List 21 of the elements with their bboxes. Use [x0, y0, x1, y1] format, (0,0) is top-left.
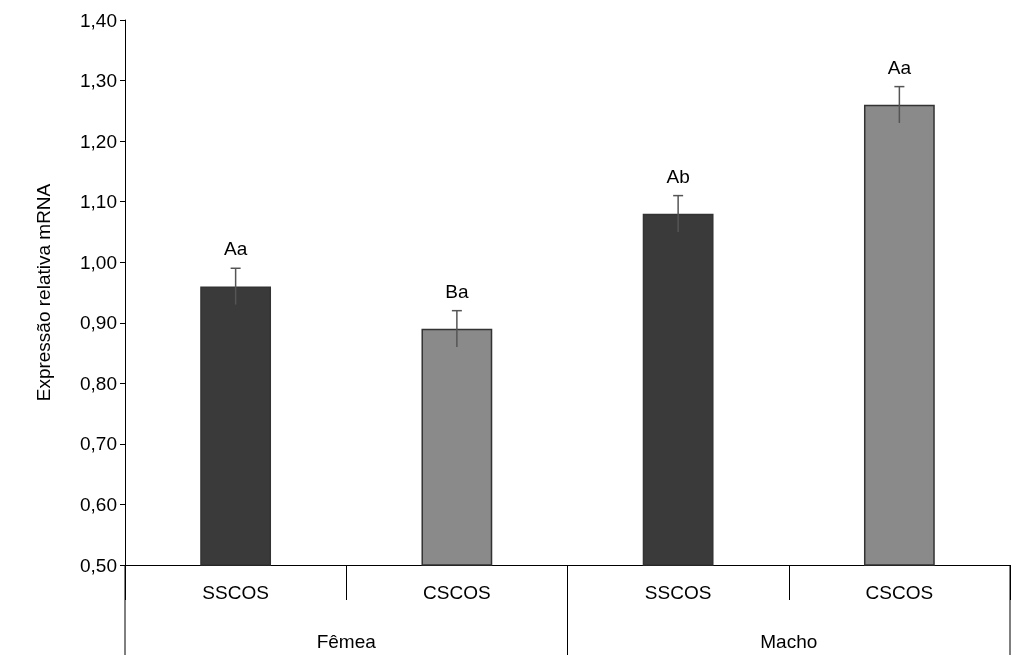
- y-tick-label: 0,90: [80, 312, 117, 334]
- x-tick-label: SSCOS: [644, 582, 712, 603]
- data-label: Ba: [445, 280, 469, 302]
- y-tick-label: 1,40: [80, 9, 117, 31]
- data-label: Aa: [224, 238, 248, 260]
- y-tick-label: 1,30: [80, 70, 117, 92]
- x-tick-label: CSCOS: [423, 582, 491, 603]
- y-tick-label: 1,00: [80, 251, 117, 273]
- y-tick-label: 1,20: [80, 130, 117, 152]
- y-tick-label: 1,10: [80, 191, 117, 213]
- y-tick-label: 0,70: [80, 433, 117, 455]
- text: Fêmea: [316, 630, 377, 652]
- y-tick-label: 0,60: [80, 493, 117, 515]
- data-label: Ab: [666, 165, 690, 187]
- text: Macho: [760, 630, 818, 652]
- x-tick-label: CSCOS: [865, 582, 934, 603]
- y-tick-label: 0,80: [80, 372, 117, 394]
- y-axis-title: Expressão relativa mRNA: [33, 183, 54, 402]
- x-tick-label: SSCOS: [202, 582, 269, 603]
- y-tick-label: 0,50: [80, 554, 117, 576]
- data-label: Aa: [887, 56, 912, 78]
